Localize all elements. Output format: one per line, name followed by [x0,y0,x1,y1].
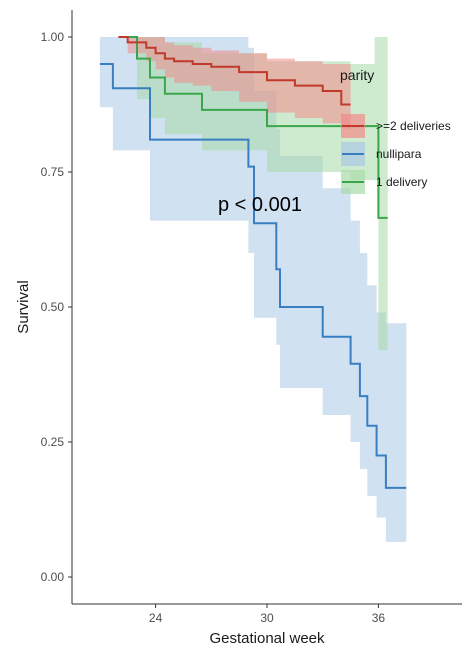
legend-label-1-delivery: 1 delivery [376,175,427,189]
y-tick-label: 0.00 [41,570,65,584]
y-tick-label: 0.25 [41,435,65,449]
curve-2-deliveries [118,36,351,106]
x-axis-title: Gestational week [209,630,325,647]
legend-label-nullipara: nullipara [376,147,422,161]
y-axis-title: Survival [15,280,32,333]
p-value-annotation: p < 0.001 [218,194,302,216]
x-ticks: 24 30 36 [149,604,386,625]
y-tick-label: 0.75 [41,165,65,179]
y-ticks: 0.00 0.25 0.50 0.75 1.00 [41,30,72,584]
x-tick-label: 36 [372,611,386,625]
curve-nullipara [99,63,407,489]
band-nullipara [99,37,407,542]
legend-label-2-deliveries: >=2 deliveries [376,119,451,133]
y-tick-label: 0.50 [41,300,65,314]
confidence-bands [99,37,407,542]
x-tick-label: 24 [149,611,163,625]
y-tick-label: 1.00 [41,30,65,44]
x-tick-label: 30 [260,611,274,625]
curve-1-delivery [124,36,388,219]
survival-curves [99,36,407,489]
band-2-deliveries [118,37,351,129]
legend-title: parity [340,67,374,83]
legend: parity >=2 deliveries nullipara 1 delivery [340,67,451,194]
